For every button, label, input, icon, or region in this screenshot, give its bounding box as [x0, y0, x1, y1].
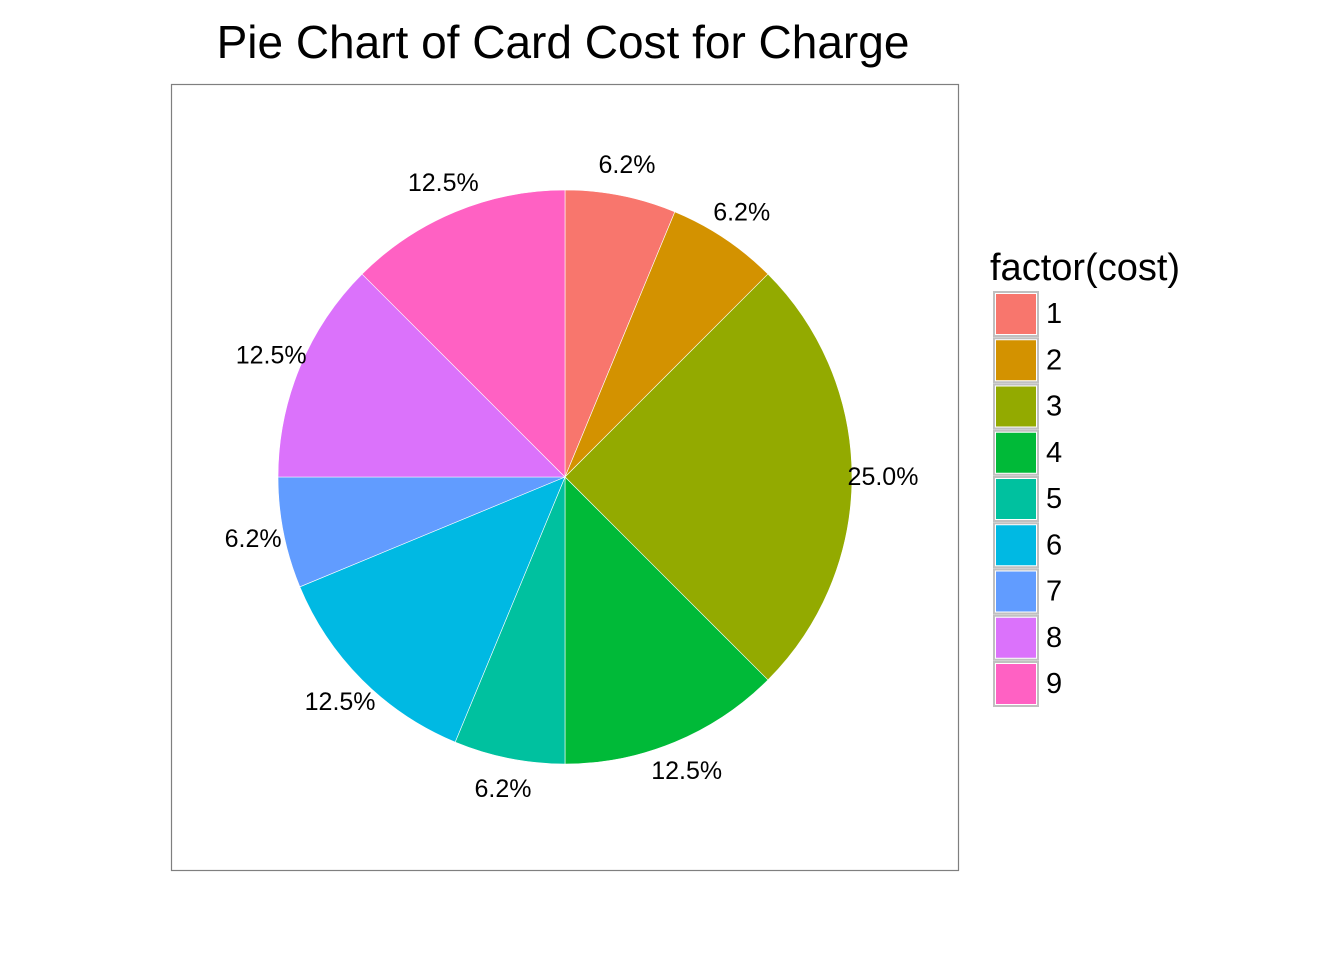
legend-swatch-8 — [996, 617, 1036, 658]
slice-label-5: 6.2% — [475, 775, 532, 803]
legend-item-3: 3 — [993, 383, 1062, 430]
legend-item-2: 2 — [993, 337, 1062, 384]
slice-label-7: 6.2% — [225, 525, 282, 553]
slice-label-3: 25.0% — [848, 463, 919, 491]
pie-slice-4 — [564, 476, 769, 765]
legend-item-8: 8 — [993, 614, 1062, 661]
pie-slice-6 — [299, 476, 566, 743]
legend: 1 2 3 4 5 6 7 8 9 — [993, 291, 1062, 707]
legend-item-6: 6 — [993, 522, 1062, 569]
legend-item-4: 4 — [993, 429, 1062, 476]
pie-slice-labels: 6.2% 6.2% 25.0% 12.5% 6.2% 12.5% 6.2% 12.5% 12.5… — [225, 151, 919, 803]
slice-label-9: 12.5% — [408, 169, 479, 197]
legend-item-9: 9 — [993, 661, 1062, 707]
slice-label-1: 6.2% — [599, 151, 656, 179]
legend-label-3: 3 — [1046, 391, 1062, 423]
chart-title: Pie Chart of Card Cost for Charge — [217, 16, 910, 68]
legend-swatch-4 — [996, 432, 1036, 473]
slice-label-2: 6.2% — [713, 199, 770, 227]
legend-title: factor(cost) — [990, 247, 1180, 289]
legend-swatch-1 — [996, 294, 1036, 334]
legend-label-9: 9 — [1046, 668, 1062, 700]
legend-swatch-5 — [996, 479, 1036, 519]
legend-item-5: 5 — [993, 476, 1062, 522]
slice-label-4: 12.5% — [651, 757, 722, 785]
legend-label-6: 6 — [1046, 529, 1062, 561]
legend-item-1: 1 — [993, 291, 1062, 337]
legend-label-5: 5 — [1046, 483, 1062, 515]
legend-swatch-6 — [996, 525, 1036, 566]
legend-swatch-2 — [996, 340, 1036, 381]
legend-swatch-9 — [996, 664, 1036, 704]
legend-label-4: 4 — [1046, 437, 1062, 469]
legend-item-7: 7 — [993, 568, 1062, 615]
legend-swatch-3 — [996, 386, 1036, 427]
pie-slice-3 — [564, 273, 853, 681]
slice-label-8: 12.5% — [236, 341, 307, 369]
legend-swatch-7 — [996, 571, 1036, 612]
legend-label-7: 7 — [1046, 576, 1062, 608]
slice-label-6: 12.5% — [305, 688, 376, 716]
pie-slice-9 — [361, 189, 566, 478]
legend-label-8: 8 — [1046, 622, 1062, 654]
pie-slice-8 — [277, 273, 566, 478]
plot-panel-border — [170, 83, 960, 872]
legend-label-2: 2 — [1046, 344, 1062, 376]
pie-slices — [277, 189, 853, 765]
legend-label-1: 1 — [1046, 298, 1062, 330]
